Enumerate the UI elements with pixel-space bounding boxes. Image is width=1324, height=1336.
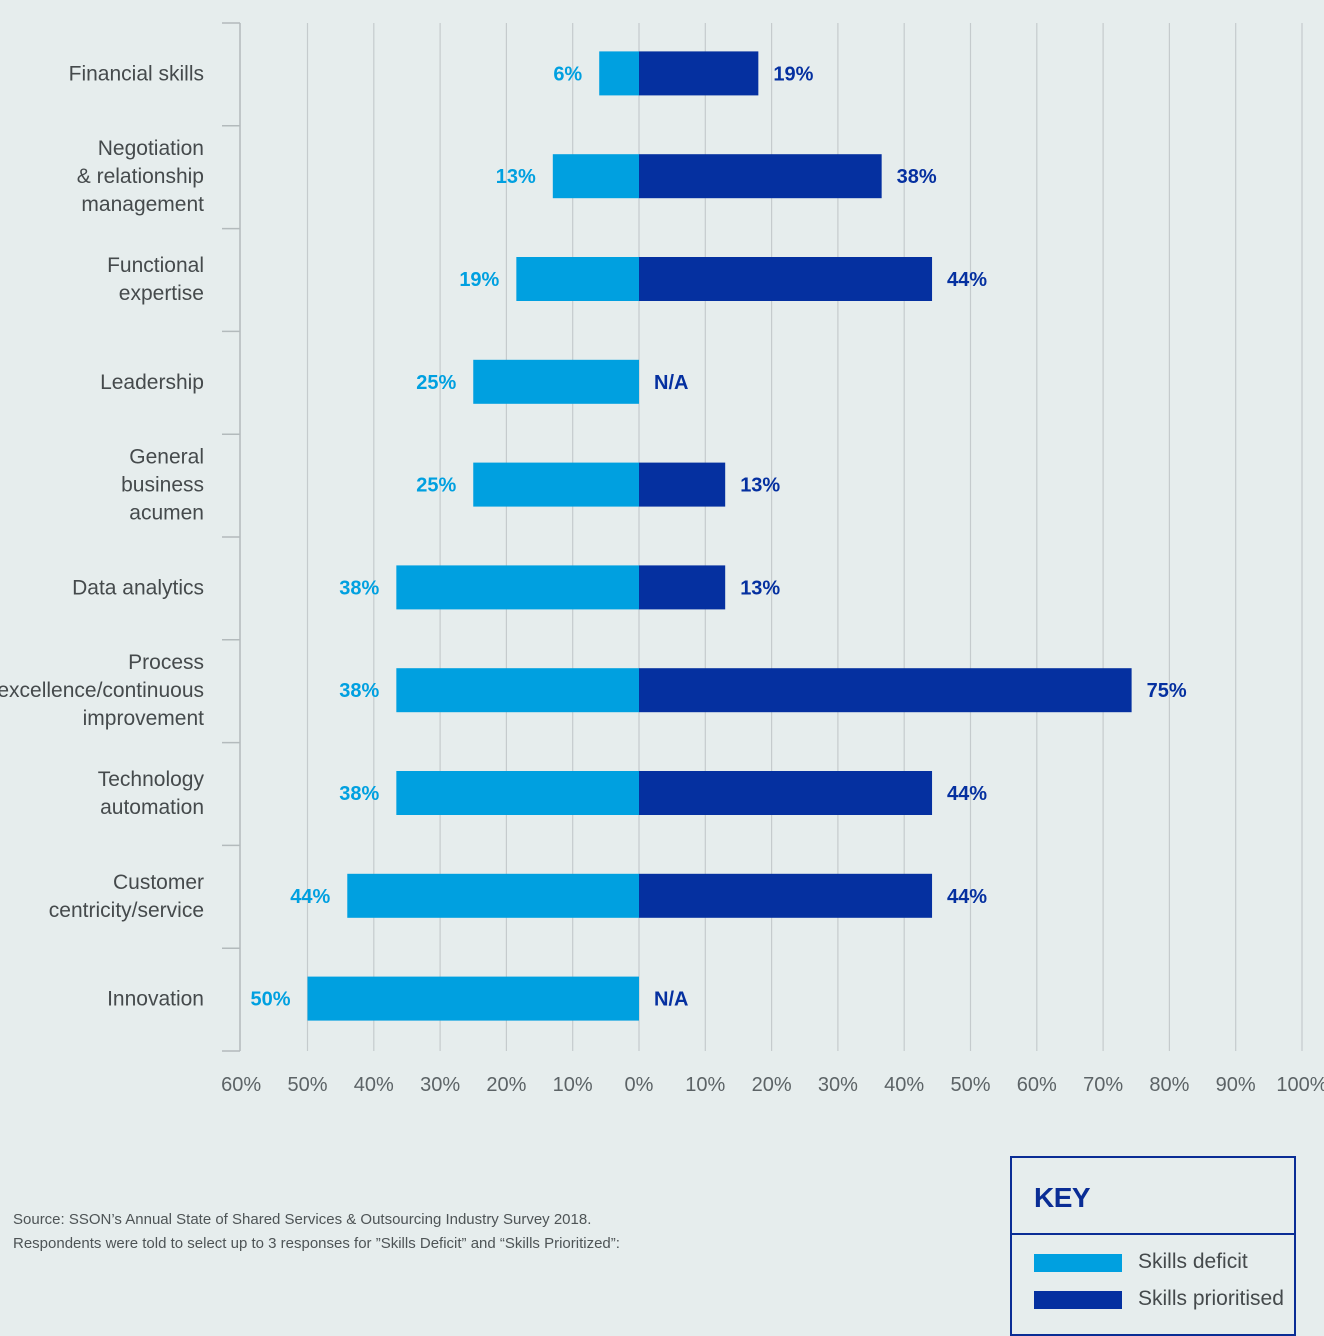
legend-title: KEY: [1012, 1158, 1294, 1235]
source-note: Source: SSON’s Annual State of Shared Se…: [13, 1208, 913, 1256]
bar-skills-prioritised: [639, 154, 882, 199]
bar-skills-deficit: [552, 154, 639, 199]
x-tick-label: 0%: [625, 1074, 654, 1096]
category-label: Negotiation & relationship management: [77, 137, 204, 216]
bar-skills-prioritised: [639, 257, 933, 301]
category-axis: [222, 22, 241, 1052]
legend-label-prioritised: Skills prioritised: [1138, 1287, 1284, 1310]
diverging-bar-chart: 60% 50% 40% 30% 20% 10% 0% 10% 20% 30% 40% 50% 60% 70…: [0, 22, 1324, 1096]
data-label-deficit: 19%: [459, 269, 499, 291]
category-label: Innovation: [107, 988, 204, 1011]
data-label-deficit: 44%: [290, 886, 330, 908]
data-label-deficit: 38%: [339, 783, 379, 805]
legend-label-deficit: Skills deficit: [1138, 1250, 1248, 1273]
data-label-deficit: 38%: [339, 577, 379, 599]
x-tick-label: 90%: [1216, 1074, 1256, 1096]
bar-skills-prioritised: [639, 771, 933, 815]
category-label: Functional expertise: [107, 254, 204, 305]
category-label: Financial skills: [69, 62, 204, 85]
legend-swatch-prioritised: [1034, 1291, 1122, 1309]
bar-skills-prioritised: [639, 668, 1132, 713]
x-tick-label: 100%: [1276, 1074, 1324, 1096]
category-label: Data analytics: [72, 576, 204, 599]
bar-skills-prioritised: [639, 462, 726, 507]
x-tick-label: 20%: [752, 1074, 792, 1096]
data-label-prioritised: 75%: [1147, 680, 1187, 702]
data-label-prioritised: 44%: [947, 886, 987, 908]
data-label-deficit: 25%: [416, 372, 456, 394]
bar-skills-prioritised: [639, 51, 759, 96]
x-tick-label: 50%: [287, 1074, 327, 1096]
x-tick-label: 60%: [1017, 1074, 1057, 1096]
data-label-prioritised: N/A: [654, 372, 688, 394]
legend: KEY Skills deficit Skills prioritised: [1010, 1156, 1296, 1336]
x-tick-label: 30%: [818, 1074, 858, 1096]
category-label: General business acumen: [121, 446, 204, 525]
bar-skills-deficit: [347, 873, 639, 918]
category-label: Leadership: [100, 371, 204, 394]
data-label-prioritised: 44%: [947, 269, 987, 291]
data-label-deficit: 25%: [416, 475, 456, 497]
bar-skills-deficit: [599, 51, 639, 96]
bar-skills-deficit: [396, 771, 639, 815]
bar-skills-deficit: [396, 668, 639, 713]
legend-swatch-deficit: [1034, 1254, 1122, 1272]
x-tick-label: 40%: [354, 1074, 394, 1096]
x-tick-label: 50%: [950, 1074, 990, 1096]
category-label: Process excellence/continuous improvement: [0, 651, 204, 730]
x-tick-label: 10%: [685, 1074, 725, 1096]
bar-skills-deficit: [473, 359, 639, 404]
bar-skills-deficit: [307, 976, 639, 1021]
data-label-deficit: 6%: [553, 63, 582, 85]
bar-skills-deficit: [516, 257, 639, 301]
data-label-deficit: 13%: [496, 166, 536, 188]
data-label-deficit: 38%: [339, 680, 379, 702]
data-label-prioritised: 13%: [740, 475, 780, 497]
x-tick-label: 70%: [1083, 1074, 1123, 1096]
source-line-2: Respondents were told to select up to 3 …: [13, 1235, 620, 1252]
x-tick-label: 40%: [884, 1074, 924, 1096]
data-label-deficit: 50%: [250, 989, 290, 1011]
bar-skills-deficit: [473, 462, 639, 507]
x-tick-label: 60%: [221, 1074, 261, 1096]
x-tick-label: 30%: [420, 1074, 460, 1096]
category-label: Customer centricity/service: [49, 871, 204, 922]
data-label-prioritised: 19%: [773, 63, 813, 85]
category-label: Technology automation: [98, 768, 205, 819]
data-label-prioritised: 44%: [947, 783, 987, 805]
bars: [307, 51, 1132, 1021]
data-label-prioritised: 38%: [897, 166, 937, 188]
data-label-prioritised: 13%: [740, 577, 780, 599]
x-tick-label: 10%: [553, 1074, 593, 1096]
data-label-prioritised: N/A: [654, 989, 688, 1011]
bar-skills-deficit: [396, 565, 639, 610]
x-tick-label: 80%: [1149, 1074, 1189, 1096]
source-line-1: Source: SSON’s Annual State of Shared Se…: [13, 1211, 592, 1228]
x-tick-label: 20%: [486, 1074, 526, 1096]
bar-skills-prioritised: [639, 565, 726, 610]
labels: 60% 50% 40% 30% 20% 10% 0% 10% 20% 30% 40% 50% 60% 70…: [0, 62, 1324, 1096]
bar-skills-prioritised: [639, 873, 933, 918]
